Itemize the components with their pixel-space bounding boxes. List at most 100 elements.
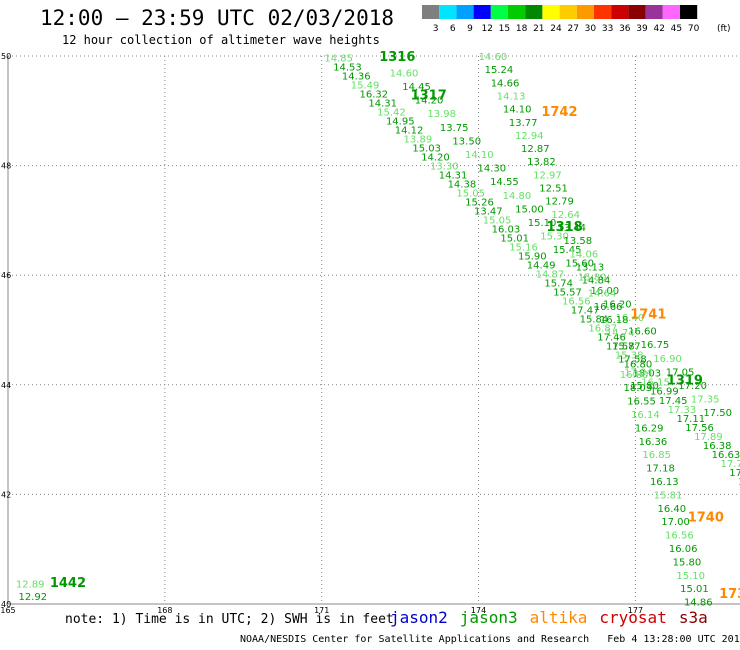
color-scale-legend: 3 6 9 12 15 18 21 24 27 30 33 36 39 42 45 70 (ft) bbox=[422, 5, 731, 34]
x-tick-165: 165 bbox=[0, 606, 15, 615]
y-tick-40: 40 bbox=[1, 600, 11, 609]
wave-height-value: 17.18 bbox=[729, 468, 740, 479]
wave-height-value: 15.05 bbox=[456, 189, 485, 200]
wave-height-value: 16.14 bbox=[631, 410, 660, 421]
wave-height-value: 15.00 bbox=[515, 204, 544, 215]
scale-swatch-70 bbox=[680, 5, 698, 19]
scale-label-33: 33 bbox=[602, 24, 613, 34]
scale-label-15: 15 bbox=[499, 24, 510, 34]
wave-height-value: 12.51 bbox=[539, 184, 568, 195]
scale-swatch-45 bbox=[662, 5, 680, 19]
wave-height-value: 17.58 bbox=[606, 342, 635, 353]
wave-height-value: 15.05 bbox=[483, 216, 512, 227]
satellite-cryosat: cryosat bbox=[599, 608, 667, 627]
wave-height-value: 18.03 bbox=[632, 369, 661, 380]
wave-height-value: 13.47 bbox=[474, 207, 503, 218]
wave-height-value: 13.98 bbox=[427, 109, 456, 120]
x-tick-171: 171 bbox=[314, 606, 329, 615]
chart-title: 12:00 — 23:59 UTC 02/03/2018 bbox=[40, 6, 395, 30]
wave-height-value: 16.85 bbox=[642, 450, 671, 461]
wave-height-value: 17.77 bbox=[720, 459, 740, 470]
wave-height-value: 16.00 bbox=[590, 286, 619, 297]
wave-height-value: 12.87 bbox=[521, 144, 550, 155]
wave-height-value: 14.20 bbox=[421, 153, 450, 164]
wave-height-value: 16.56 bbox=[665, 531, 694, 542]
y-tick-48: 48 bbox=[1, 162, 11, 171]
wave-height-value: 17.33 bbox=[668, 405, 697, 416]
wave-height-value: 15.84 bbox=[580, 315, 609, 326]
scale-swatch-39 bbox=[628, 5, 646, 19]
wave-height-value: 14.80 bbox=[503, 191, 532, 202]
wave-height-value: 16.32 bbox=[360, 90, 389, 101]
wave-height-value: 15.42 bbox=[377, 108, 406, 119]
scale-swatch-27 bbox=[559, 5, 577, 19]
wave-height-value: 16.63 bbox=[712, 450, 740, 461]
wave-height-value: 17.46 bbox=[597, 333, 626, 344]
wave-height-value: 17.20 bbox=[678, 381, 707, 392]
scale-swatch-12 bbox=[473, 5, 491, 19]
wave-height-value: 15.10 bbox=[676, 571, 705, 582]
wave-height-value: 13.89 bbox=[404, 135, 433, 146]
track-label-1740: 1740 bbox=[688, 510, 724, 525]
track-label-1316: 1316 bbox=[379, 50, 415, 65]
wave-height-value: 14.87 bbox=[536, 270, 565, 281]
wave-height-value: 14.10 bbox=[503, 105, 532, 116]
wave-height-value: 16.13 bbox=[650, 477, 679, 488]
wave-height-value: 15.81 bbox=[654, 490, 683, 501]
y-tick-46: 46 bbox=[1, 271, 11, 280]
wave-height-value: 17.50 bbox=[703, 408, 732, 419]
note-text: note: 1) Time is in UTC; 2) SWH is in fe… bbox=[65, 612, 394, 627]
wave-height-value: 15.03 bbox=[412, 144, 441, 155]
satellite-altika: altika bbox=[529, 608, 588, 627]
wave-height-value: 15.16 bbox=[509, 243, 538, 254]
wave-height-value: 15.74 bbox=[544, 279, 573, 290]
scale-label-24: 24 bbox=[550, 24, 562, 34]
track-label-1442: 1442 bbox=[50, 576, 86, 591]
wave-height-value: 16.55 bbox=[627, 397, 656, 408]
wave-height-value: 14.13 bbox=[497, 91, 526, 102]
wave-height-value: 13.77 bbox=[509, 118, 538, 129]
wave-height-value: 15.26 bbox=[465, 198, 494, 209]
wave-height-value: 12.94 bbox=[515, 131, 544, 142]
scale-swatch-30 bbox=[576, 5, 594, 19]
track-label-1318: 1318 bbox=[547, 220, 583, 235]
wave-height-value: 14.49 bbox=[527, 261, 556, 272]
track-label-1739: 1739 bbox=[719, 587, 740, 602]
wave-height-value: 16.20 bbox=[603, 299, 632, 310]
scale-swatch-3 bbox=[422, 5, 440, 19]
wave-height-value: 13.75 bbox=[440, 123, 469, 134]
scale-swatch-33 bbox=[594, 5, 612, 19]
x-tick-168: 168 bbox=[157, 606, 172, 615]
scale-swatch-36 bbox=[611, 5, 629, 19]
scale-swatch-18 bbox=[508, 5, 526, 19]
wave-height-value: 14.85 bbox=[324, 54, 353, 65]
scale-swatch-6 bbox=[439, 5, 457, 19]
wave-height-value: 15.80 bbox=[673, 557, 702, 568]
track-label-1741: 1741 bbox=[630, 308, 666, 323]
wave-height-value: 14.38 bbox=[448, 180, 477, 191]
wave-height-value: 16.75 bbox=[641, 340, 670, 351]
wave-height-value: 17.89 bbox=[694, 432, 723, 443]
wave-height-value: 14.66 bbox=[491, 78, 520, 89]
wave-height-value: 15.24 bbox=[485, 65, 514, 76]
wave-height-value: 13.58 bbox=[563, 236, 592, 247]
satellite-s3a: s3a bbox=[678, 608, 708, 627]
wave-height-value: 13.50 bbox=[452, 136, 481, 147]
scale-label-6: 6 bbox=[450, 24, 456, 34]
wave-height-value: 16.29 bbox=[635, 423, 664, 434]
scale-label-27: 27 bbox=[567, 24, 578, 34]
wave-height-value: 16.90 bbox=[653, 354, 682, 365]
wave-height-value: 16.06 bbox=[669, 544, 698, 555]
wave-height-value: 17.00 bbox=[661, 517, 690, 528]
wave-height-value: 14.95 bbox=[386, 117, 415, 128]
x-tick-174: 174 bbox=[471, 606, 486, 615]
wave-height-value: 15.60 bbox=[565, 259, 594, 270]
wave-height-value: 15.80 bbox=[578, 272, 607, 283]
wave-height-value: 16.03 bbox=[492, 225, 521, 236]
wave-height-value: 16.87 bbox=[588, 324, 617, 335]
scale-swatch-21 bbox=[525, 5, 543, 19]
wave-height-value: 15.45 bbox=[553, 245, 582, 256]
scale-label-45: 45 bbox=[671, 24, 682, 34]
wave-height-value: 14.06 bbox=[570, 249, 599, 260]
scale-label-3: 3 bbox=[433, 24, 439, 34]
